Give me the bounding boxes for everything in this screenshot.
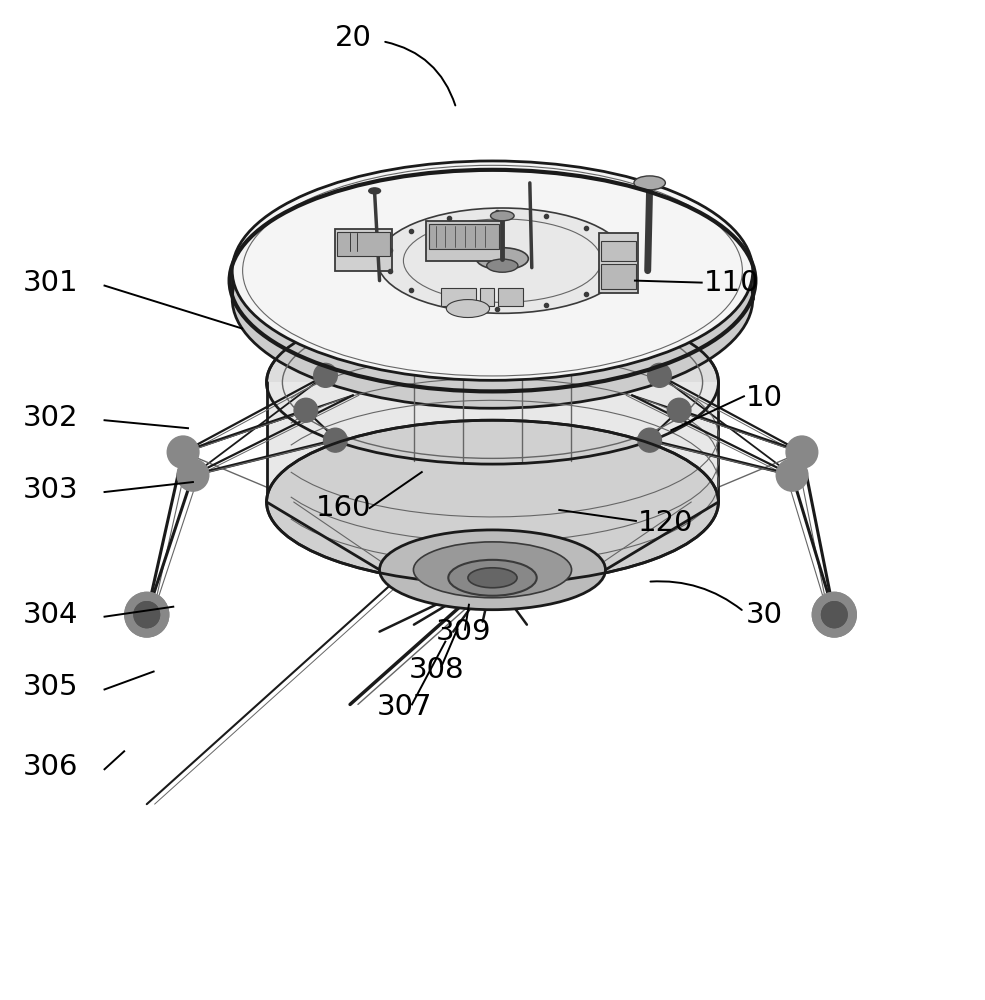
Ellipse shape [634,176,666,190]
Circle shape [295,398,318,422]
Ellipse shape [414,542,571,598]
Circle shape [323,428,347,452]
Circle shape [314,363,337,387]
Ellipse shape [446,300,490,318]
FancyBboxPatch shape [601,264,636,289]
Text: 302: 302 [23,404,79,432]
Circle shape [125,593,168,637]
Text: 20: 20 [335,24,372,52]
Circle shape [134,602,160,628]
Circle shape [813,593,856,637]
Ellipse shape [487,259,518,272]
FancyBboxPatch shape [337,232,390,256]
Ellipse shape [267,420,718,584]
Circle shape [776,459,808,491]
Circle shape [667,398,690,422]
Circle shape [813,593,856,637]
Text: 304: 304 [23,601,79,629]
Ellipse shape [232,161,753,380]
FancyBboxPatch shape [599,233,638,293]
Ellipse shape [477,248,528,270]
Polygon shape [267,382,718,502]
Circle shape [167,436,199,468]
Circle shape [177,459,209,491]
Ellipse shape [491,211,514,221]
Circle shape [821,602,847,628]
Ellipse shape [368,188,380,194]
Text: 160: 160 [316,494,371,522]
Circle shape [134,602,160,628]
Text: 306: 306 [23,753,79,781]
Circle shape [125,593,168,637]
FancyBboxPatch shape [480,288,494,306]
Text: 305: 305 [23,673,79,701]
Circle shape [786,436,818,468]
Ellipse shape [379,530,606,610]
Text: 10: 10 [746,384,783,412]
Ellipse shape [448,560,537,596]
Text: 120: 120 [638,509,693,537]
Circle shape [638,428,662,452]
Ellipse shape [267,301,718,464]
Text: 30: 30 [746,601,783,629]
FancyBboxPatch shape [428,224,499,249]
Circle shape [821,602,847,628]
Polygon shape [267,420,718,570]
Text: 307: 307 [376,693,432,721]
Text: 303: 303 [23,476,79,504]
FancyBboxPatch shape [441,288,476,306]
Circle shape [648,363,671,387]
Ellipse shape [232,189,753,408]
Ellipse shape [377,208,627,313]
Text: 309: 309 [435,618,492,646]
Text: 301: 301 [23,269,79,297]
Text: 308: 308 [409,656,465,684]
FancyBboxPatch shape [426,221,502,261]
Ellipse shape [468,568,517,588]
FancyBboxPatch shape [601,241,636,261]
Text: 110: 110 [703,269,759,297]
FancyBboxPatch shape [335,229,392,271]
FancyBboxPatch shape [498,288,523,306]
